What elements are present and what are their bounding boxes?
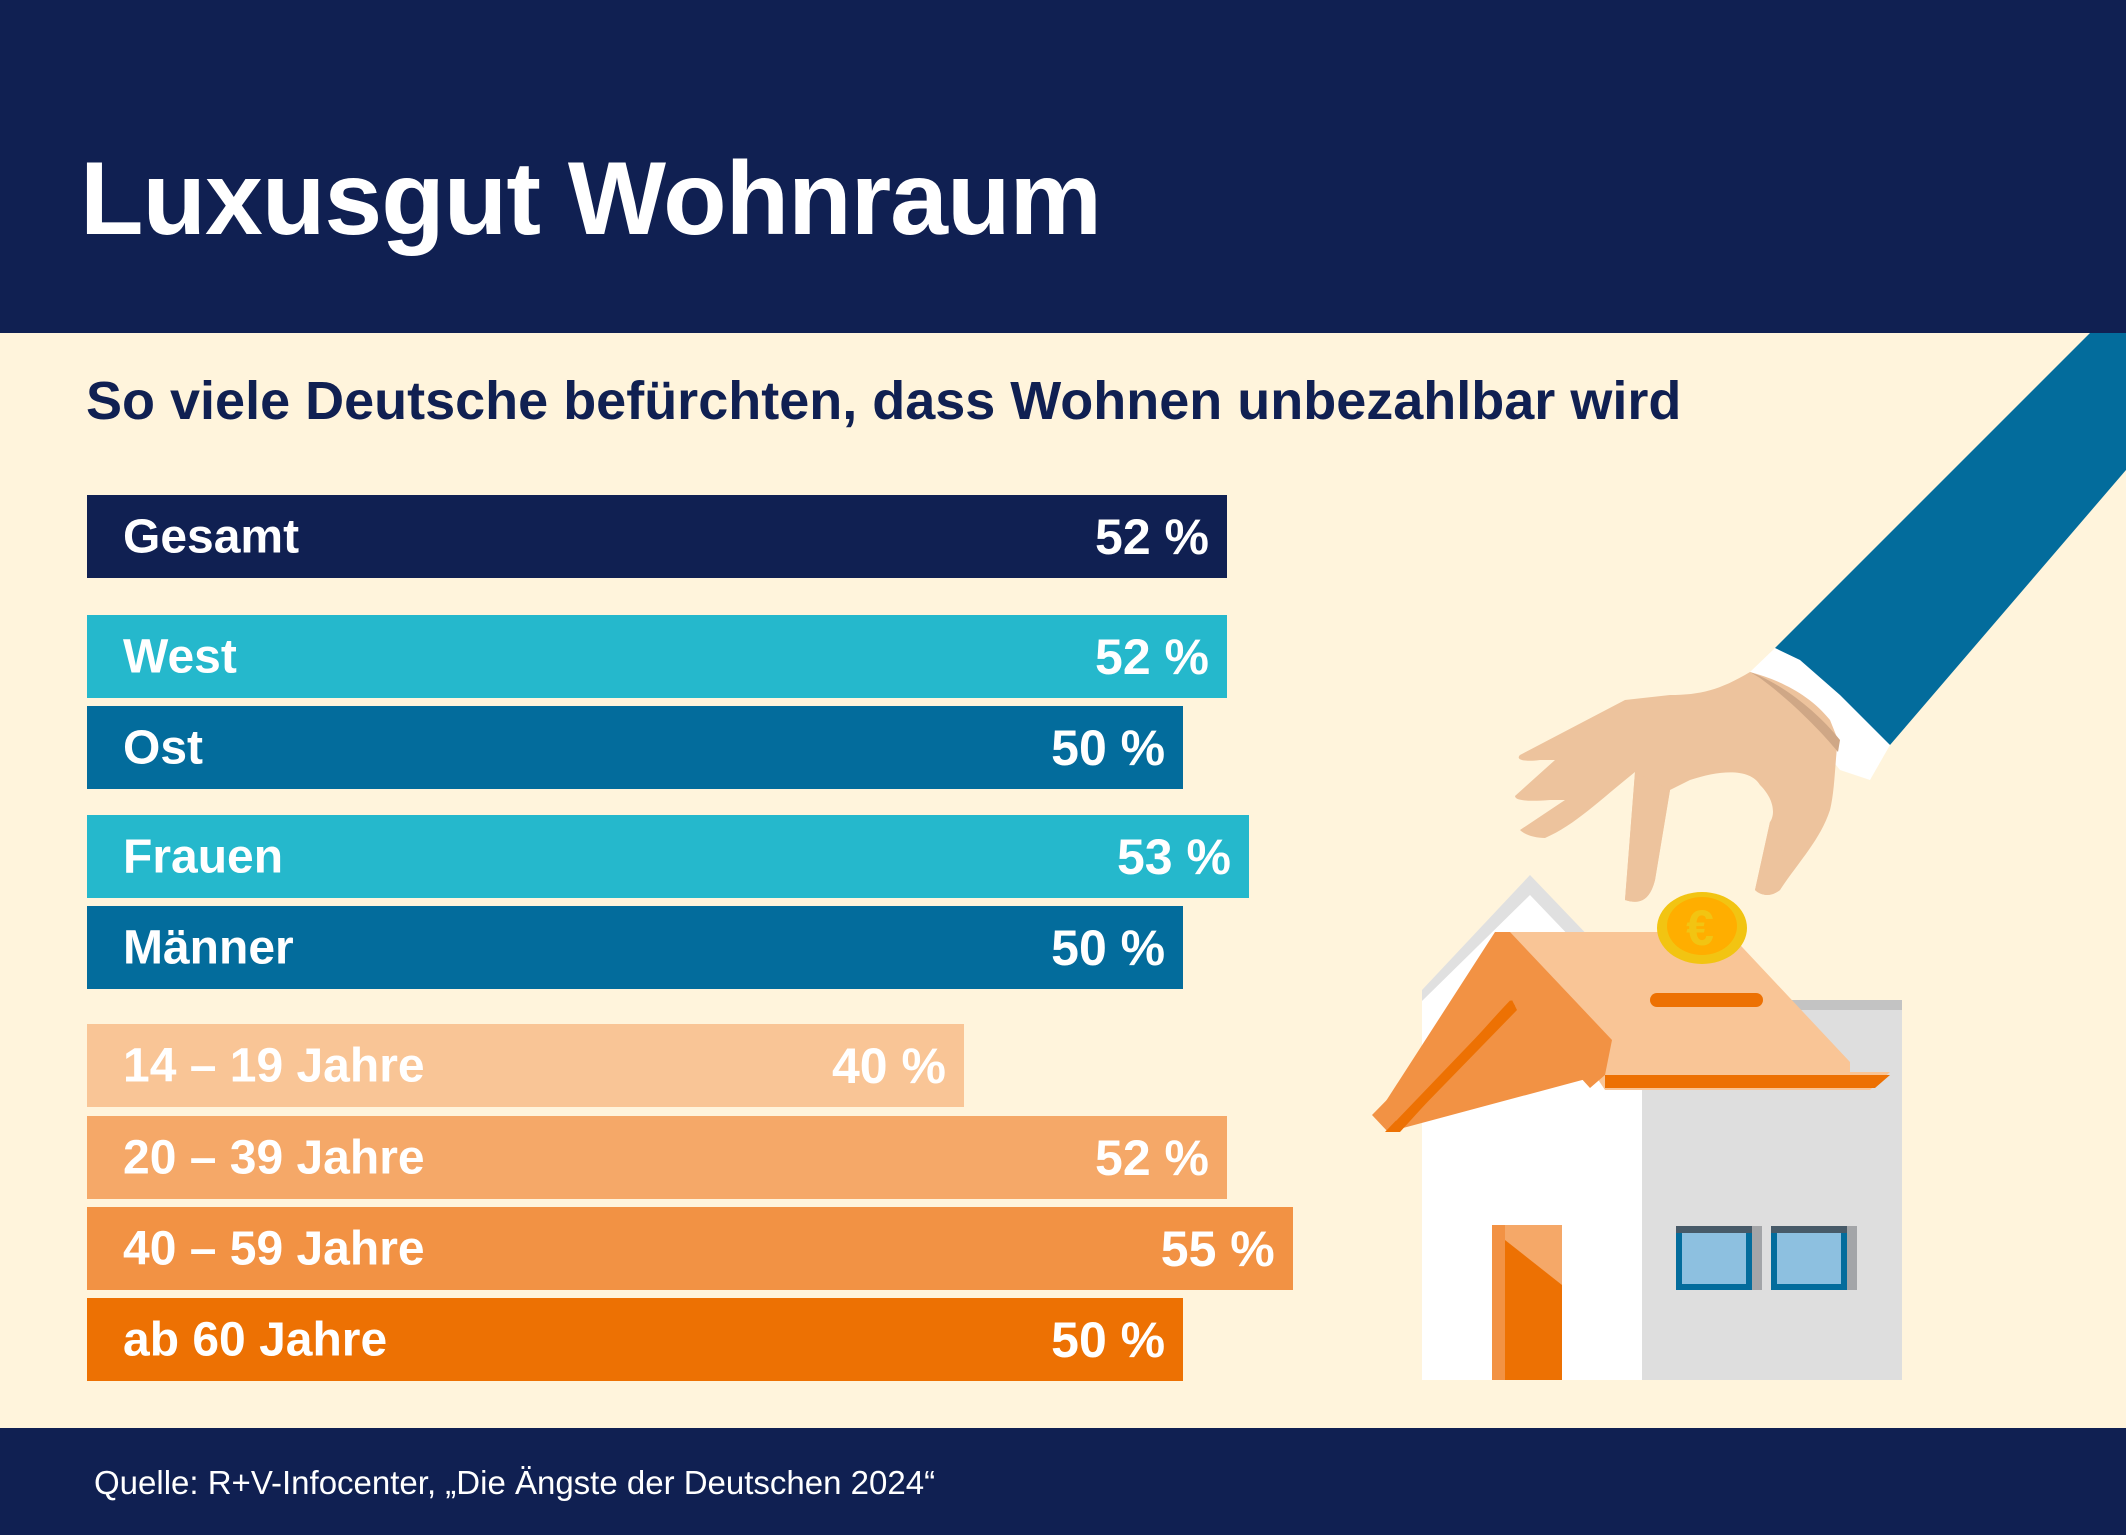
bar-6: 20 – 39 Jahre 52 % xyxy=(87,1116,1227,1199)
bar-label: 20 – 39 Jahre xyxy=(123,1131,425,1184)
bar-value-label: 55 % xyxy=(1160,1220,1275,1277)
bar-label: 14 – 19 Jahre xyxy=(123,1039,425,1092)
bar-value-label: 52 % xyxy=(1095,628,1209,685)
bar-label: West xyxy=(123,630,237,683)
bar-value-label: 40 % xyxy=(831,1037,946,1094)
header-banner: Luxusgut Wohnraum xyxy=(0,0,2126,333)
bar-value-label: 50 % xyxy=(1051,919,1166,976)
bar-value-label: 50 % xyxy=(1051,1311,1166,1368)
bar-label: 40 – 59 Jahre xyxy=(123,1222,425,1275)
bar-label: Frauen xyxy=(123,830,284,883)
bar-3: Frauen 53 % xyxy=(87,815,1249,898)
bar-value-label: 52 % xyxy=(1095,508,1209,565)
bar-value-label: 53 % xyxy=(1116,828,1231,885)
chart-subtitle: So viele Deutsche befürchten, dass Wohne… xyxy=(86,371,1682,431)
bar-5: 14 – 19 Jahre 40 % xyxy=(87,1024,964,1107)
footer-banner xyxy=(0,1428,2126,1535)
bar-label: Ost xyxy=(123,721,204,774)
bar-label: Gesamt xyxy=(123,510,300,563)
bar-0: Gesamt 52 % xyxy=(87,495,1227,578)
bar-label: Männer xyxy=(123,921,294,974)
bar-label: ab 60 Jahre xyxy=(123,1313,388,1366)
bar-value-label: 50 % xyxy=(1051,719,1166,776)
bar-1: West 52 % xyxy=(87,615,1227,698)
bar-2: Ost 50 % xyxy=(87,706,1184,789)
source-note: Quelle: R+V-Infocenter, „Die Ängste der … xyxy=(94,1464,936,1501)
bar-7: 40 – 59 Jahre 55 % xyxy=(87,1207,1293,1290)
bar-value-label: 52 % xyxy=(1095,1129,1209,1186)
bar-4: Männer 50 % xyxy=(87,906,1184,989)
page-title: Luxusgut Wohnraum xyxy=(80,141,1102,257)
bar-8: ab 60 Jahre 50 % xyxy=(87,1298,1184,1381)
